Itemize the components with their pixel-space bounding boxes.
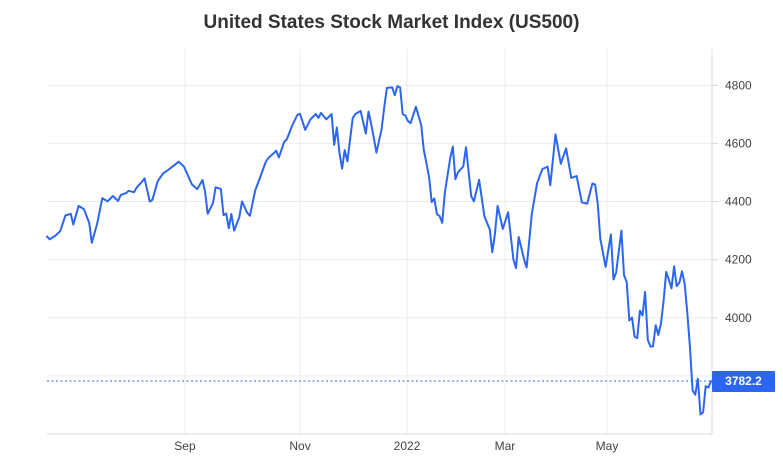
- x-axis-label: May: [596, 439, 619, 453]
- y-axis-label: 4400: [725, 195, 752, 209]
- y-axis-label: 4200: [725, 253, 752, 267]
- current-value-text: 3782.2: [725, 374, 762, 389]
- y-axis-label: 4800: [725, 78, 752, 92]
- x-axis-label: Nov: [289, 439, 310, 453]
- x-axis-label: 2022: [394, 439, 421, 453]
- x-axis-label: Sep: [174, 439, 196, 453]
- chart-title: United States Stock Market Index (US500): [203, 12, 580, 33]
- y-axis-label: 4000: [725, 311, 752, 325]
- x-axis-label: Mar: [495, 439, 516, 453]
- y-axis-label: 4600: [725, 136, 752, 150]
- price-line[interactable]: [46, 85, 712, 416]
- current-value-badge: 3782.2: [712, 370, 775, 392]
